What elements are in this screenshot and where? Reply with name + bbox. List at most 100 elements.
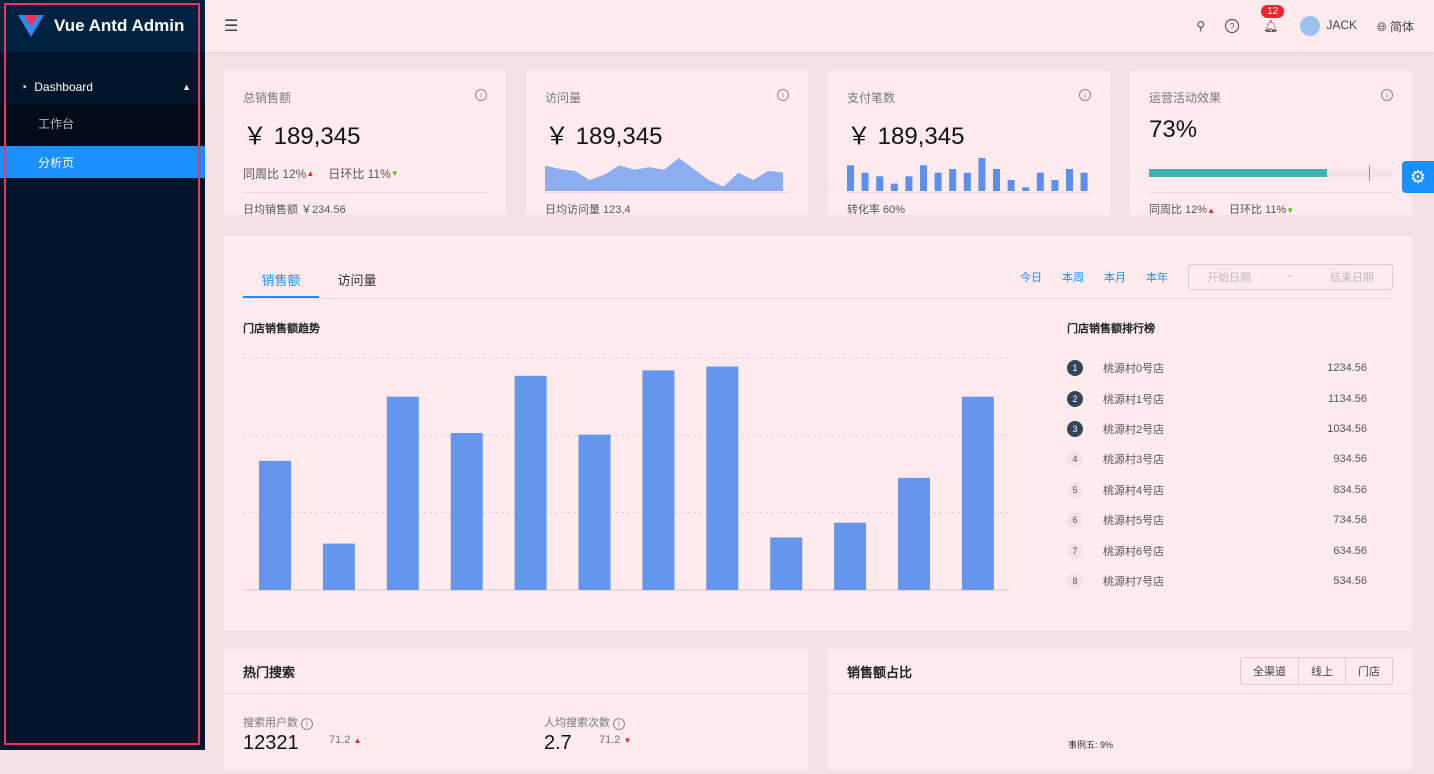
store-name: 桃源村6号店 [1103,545,1165,558]
menu-fold-icon[interactable]: ☰ [224,18,239,35]
channel-online-button[interactable]: 线上 [1298,658,1345,684]
info-icon[interactable]: i [613,717,626,730]
channel-all-button[interactable]: 全渠道 [1253,666,1286,678]
store-name: 桃源村0号店 [1103,363,1165,376]
store-sales: 534.56 [1333,574,1367,587]
ranking-item: 1 桃源村0号店 1234.56 [1067,353,1367,383]
range-today[interactable]: 今日 [1020,272,1042,284]
stat-title: 访问量 [545,91,582,105]
bar[interactable] [834,522,867,590]
bar[interactable] [706,366,739,590]
visits-area [545,158,783,191]
mini-bar [847,165,854,191]
bar[interactable] [450,433,483,590]
notification-badge: 12 [1261,5,1285,18]
mini-bar [1051,180,1059,191]
store-name: 桃源村1号店 [1103,393,1165,406]
info-icon[interactable]: i [777,89,789,101]
proportion-title: 销售额占比 [847,664,913,680]
settings-gear-icon[interactable]: ⚙ [1402,161,1434,193]
bar[interactable] [898,477,930,590]
stat-card-visits: 访问量 i ￥ 189,345 日均访问量 123,4 [526,71,808,216]
hot-search-title: 热门搜索 [224,649,808,694]
ranking-item: 4 桃源村3号店 934.56 [1067,444,1367,474]
menu-item-analysis[interactable]: 分析页 [0,146,205,178]
ranking-title: 门店销售额排行榜 [1067,323,1155,335]
rank-number: 5 [1067,481,1083,498]
caret-down-icon: ▼ [1286,206,1295,215]
bar[interactable] [578,434,611,590]
info-icon[interactable]: i [475,89,487,101]
bar[interactable] [322,543,355,590]
store-name: 桃源村7号店 [1103,575,1165,588]
mini-bar [1007,180,1015,191]
range-year[interactable]: 本年 [1146,272,1168,284]
date-range-picker[interactable]: 开始日期 ~ 结束日期 [1188,264,1393,290]
date-separator: ~ [1287,271,1294,283]
header: ☰ ⚲ ? 🔔︎ 12 JACK 🌐︎ 简体 [205,0,1434,52]
menu-dashboard[interactable]: ◔ Dashboard ▲ [0,70,205,104]
bar[interactable] [770,537,803,590]
info-icon[interactable]: i [1381,89,1393,101]
ranking-list: 1 桃源村0号店 1234.56 2 桃源村1号店 1134.56 3 桃源村2号店 103… [1067,353,1367,596]
mini-bar [963,172,971,191]
start-date-input[interactable]: 开始日期 [1207,272,1252,284]
mini-bar [1036,172,1044,191]
pie-label: 事例五: 9% [1068,740,1114,750]
range-month[interactable]: 本月 [1104,272,1126,284]
user-menu[interactable]: JACK [1300,16,1357,36]
menu-item-workbench[interactable]: 工作台 [38,116,75,131]
bell-icon[interactable]: 🔔︎ 12 [1261,5,1285,33]
mini-bar [1080,172,1088,191]
store-name: 桃源村5号店 [1103,515,1165,528]
ranking-item: 3 桃源村2号店 1034.56 [1067,414,1367,444]
chevron-up-icon: ▲ [182,82,191,92]
visits-area-chart [545,158,783,191]
stat-title: 运营活动效果 [1149,91,1222,105]
dashboard-icon: ◔ [20,80,28,94]
logo[interactable]: Vue Antd Admin [0,0,205,52]
mini-bar [978,158,986,191]
search-icon[interactable]: ⚲ [1196,19,1206,33]
rank-number: 8 [1067,572,1083,589]
globe-icon: 🌐︎ [1377,19,1387,34]
progress-bar [1149,165,1393,181]
rank-number: 3 [1067,420,1083,437]
store-sales: 1134.56 [1328,392,1367,405]
user-name: JACK [1326,18,1358,33]
stat-card-total-sales: 总销售额 i ￥ 189,345 同周比 12% ▲ 日环比 11% ▼ 日均销售额 ￥… [224,71,506,216]
bar[interactable] [642,370,675,590]
store-name: 桃源村3号店 [1103,454,1165,467]
tab-visits[interactable]: 访问量 [337,273,377,288]
rank-number: 1 [1067,360,1083,377]
avatar [1300,16,1321,36]
range-week[interactable]: 本周 [1062,272,1084,284]
search-users-value: 12321 [243,732,299,754]
caret-up-icon: ▲ [353,736,362,745]
end-date-input[interactable]: 结束日期 [1329,272,1374,284]
bar[interactable] [259,460,291,590]
caret-down-icon: ▼ [623,736,632,745]
menu-dashboard-label: Dashboard [34,80,93,94]
bar[interactable] [514,375,547,590]
info-icon[interactable]: i [301,717,314,730]
mini-bar [905,176,913,191]
language-switch[interactable]: 🌐︎ 简体 [1377,18,1414,35]
stat-value: ￥ 189,345 [545,123,663,150]
tab-sales[interactable]: 销售额 [243,262,319,298]
store-sales: 934.56 [1333,453,1367,466]
search-users-label: 搜索用户数 [243,717,298,729]
channel-store-button[interactable]: 门店 [1345,658,1392,684]
caret-down-icon: ▼ [390,168,399,178]
help-icon[interactable]: ? [1225,19,1240,33]
caret-up-icon: ▲ [306,168,315,178]
ranking-item: 8 桃源村7号店 534.56 [1067,566,1367,596]
info-icon[interactable]: i [1079,89,1091,101]
mini-bar [993,169,1000,191]
bar[interactable] [961,396,994,590]
bar[interactable] [386,396,419,590]
sales-card: 销售额 访问量 今日 本周 本月 本年 开始日期 ~ 结束日期 门店销售额趋势 门店… [224,236,1412,630]
avg-search-change: 71.2 [599,734,621,746]
store-sales: 1234.56 [1327,362,1367,375]
logo-title: Vue Antd Admin [54,16,185,35]
